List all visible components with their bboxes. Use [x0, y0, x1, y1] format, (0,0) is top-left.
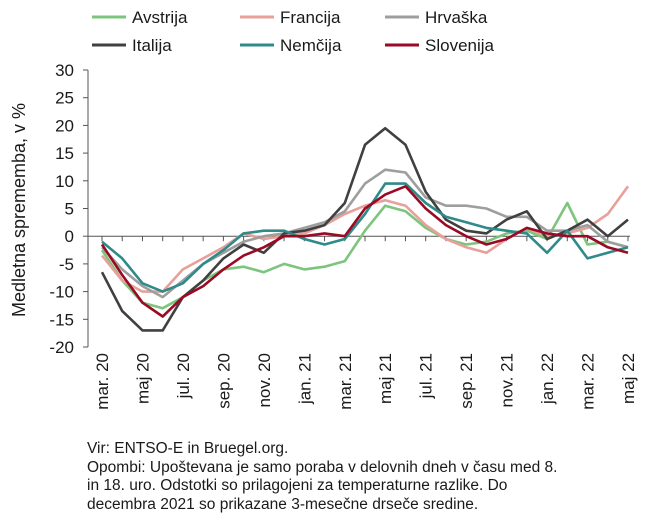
x-tick-label: mar. 21	[336, 353, 355, 410]
series-line-italija	[100, 126, 629, 332]
legend-label: Avstrija	[132, 8, 188, 27]
series-line-avstrija	[100, 201, 629, 310]
x-tick-label: nov. 21	[498, 353, 517, 408]
remarks-line-1: Opombi: Upoštevana je samo poraba v delo…	[87, 458, 558, 476]
x-tick-label: sep. 20	[214, 353, 233, 409]
y-tick-label: -10	[49, 283, 74, 302]
x-tick-label: maj 21	[376, 353, 395, 404]
line-chart: Avstrija Francija Hrvaška Italija Nemčija Slo…	[9, 8, 638, 410]
x-tick-label: maj 20	[133, 353, 152, 404]
remarks-line-3: decembra 2021 so prikazane 3-mesečne drs…	[87, 495, 479, 513]
series-lines	[100, 126, 630, 332]
legend-label: Italija	[132, 36, 172, 55]
x-tick-label: nov. 20	[255, 353, 274, 408]
y-tick-label: 30	[55, 61, 74, 80]
x-axis: mar. 20 maj 20 jul. 20 sep. 20 nov. 20 jan. 2…	[88, 235, 638, 410]
x-tick-label: sep. 21	[457, 353, 476, 409]
y-tick-label: -20	[49, 338, 74, 357]
remarks-line-2: in 18. uro. Odstotki so prilagojeni za t…	[87, 477, 508, 495]
y-axis-title: Medletna sprememba, v %	[9, 103, 29, 317]
x-tick-label: jul. 21	[417, 353, 436, 399]
y-tick-label: -5	[59, 255, 74, 274]
x-tick-label: mar. 20	[93, 353, 112, 410]
y-tick-label: 25	[55, 89, 74, 108]
y-tick-label: 15	[55, 144, 74, 163]
x-tick-label: jan. 21	[295, 353, 314, 405]
y-tick-label: 10	[55, 172, 74, 191]
legend-label: Nemčija	[280, 36, 342, 55]
y-tick-label: 0	[65, 227, 74, 246]
chart-notes: Vir: ENTSO-E in Bruegel.org. Opombi: Upo…	[87, 440, 632, 514]
legend-label: Slovenija	[425, 36, 495, 55]
series-line-hrvaška	[101, 168, 629, 299]
series-line-nemčija	[101, 182, 629, 293]
y-axis: -20 -15 -10 -5 0 5 10 15 20 25 30	[49, 61, 89, 357]
legend: Avstrija Francija Hrvaška Italija Nemčija Slo…	[92, 8, 495, 55]
source-note: Vir: ENTSO-E in Bruegel.org.	[87, 440, 289, 457]
series-line-francija	[100, 185, 630, 293]
y-tick-label: 20	[55, 116, 74, 135]
legend-label: Hrvaška	[425, 8, 488, 27]
series-line-slovenija	[100, 185, 629, 318]
y-tick-label: 5	[65, 200, 74, 219]
legend-label: Francija	[280, 8, 341, 27]
x-tick-label: maj 22	[619, 353, 638, 404]
y-tick-label: -15	[49, 310, 74, 329]
x-tick-label: jul. 20	[174, 353, 193, 399]
x-tick-label: jan. 22	[538, 353, 557, 405]
x-tick-label: mar. 22	[579, 353, 598, 410]
